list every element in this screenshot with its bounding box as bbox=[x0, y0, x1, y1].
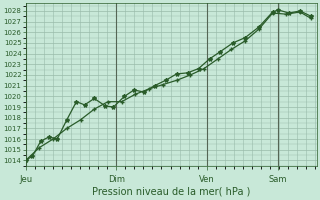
X-axis label: Pression niveau de la mer( hPa ): Pression niveau de la mer( hPa ) bbox=[92, 187, 250, 197]
